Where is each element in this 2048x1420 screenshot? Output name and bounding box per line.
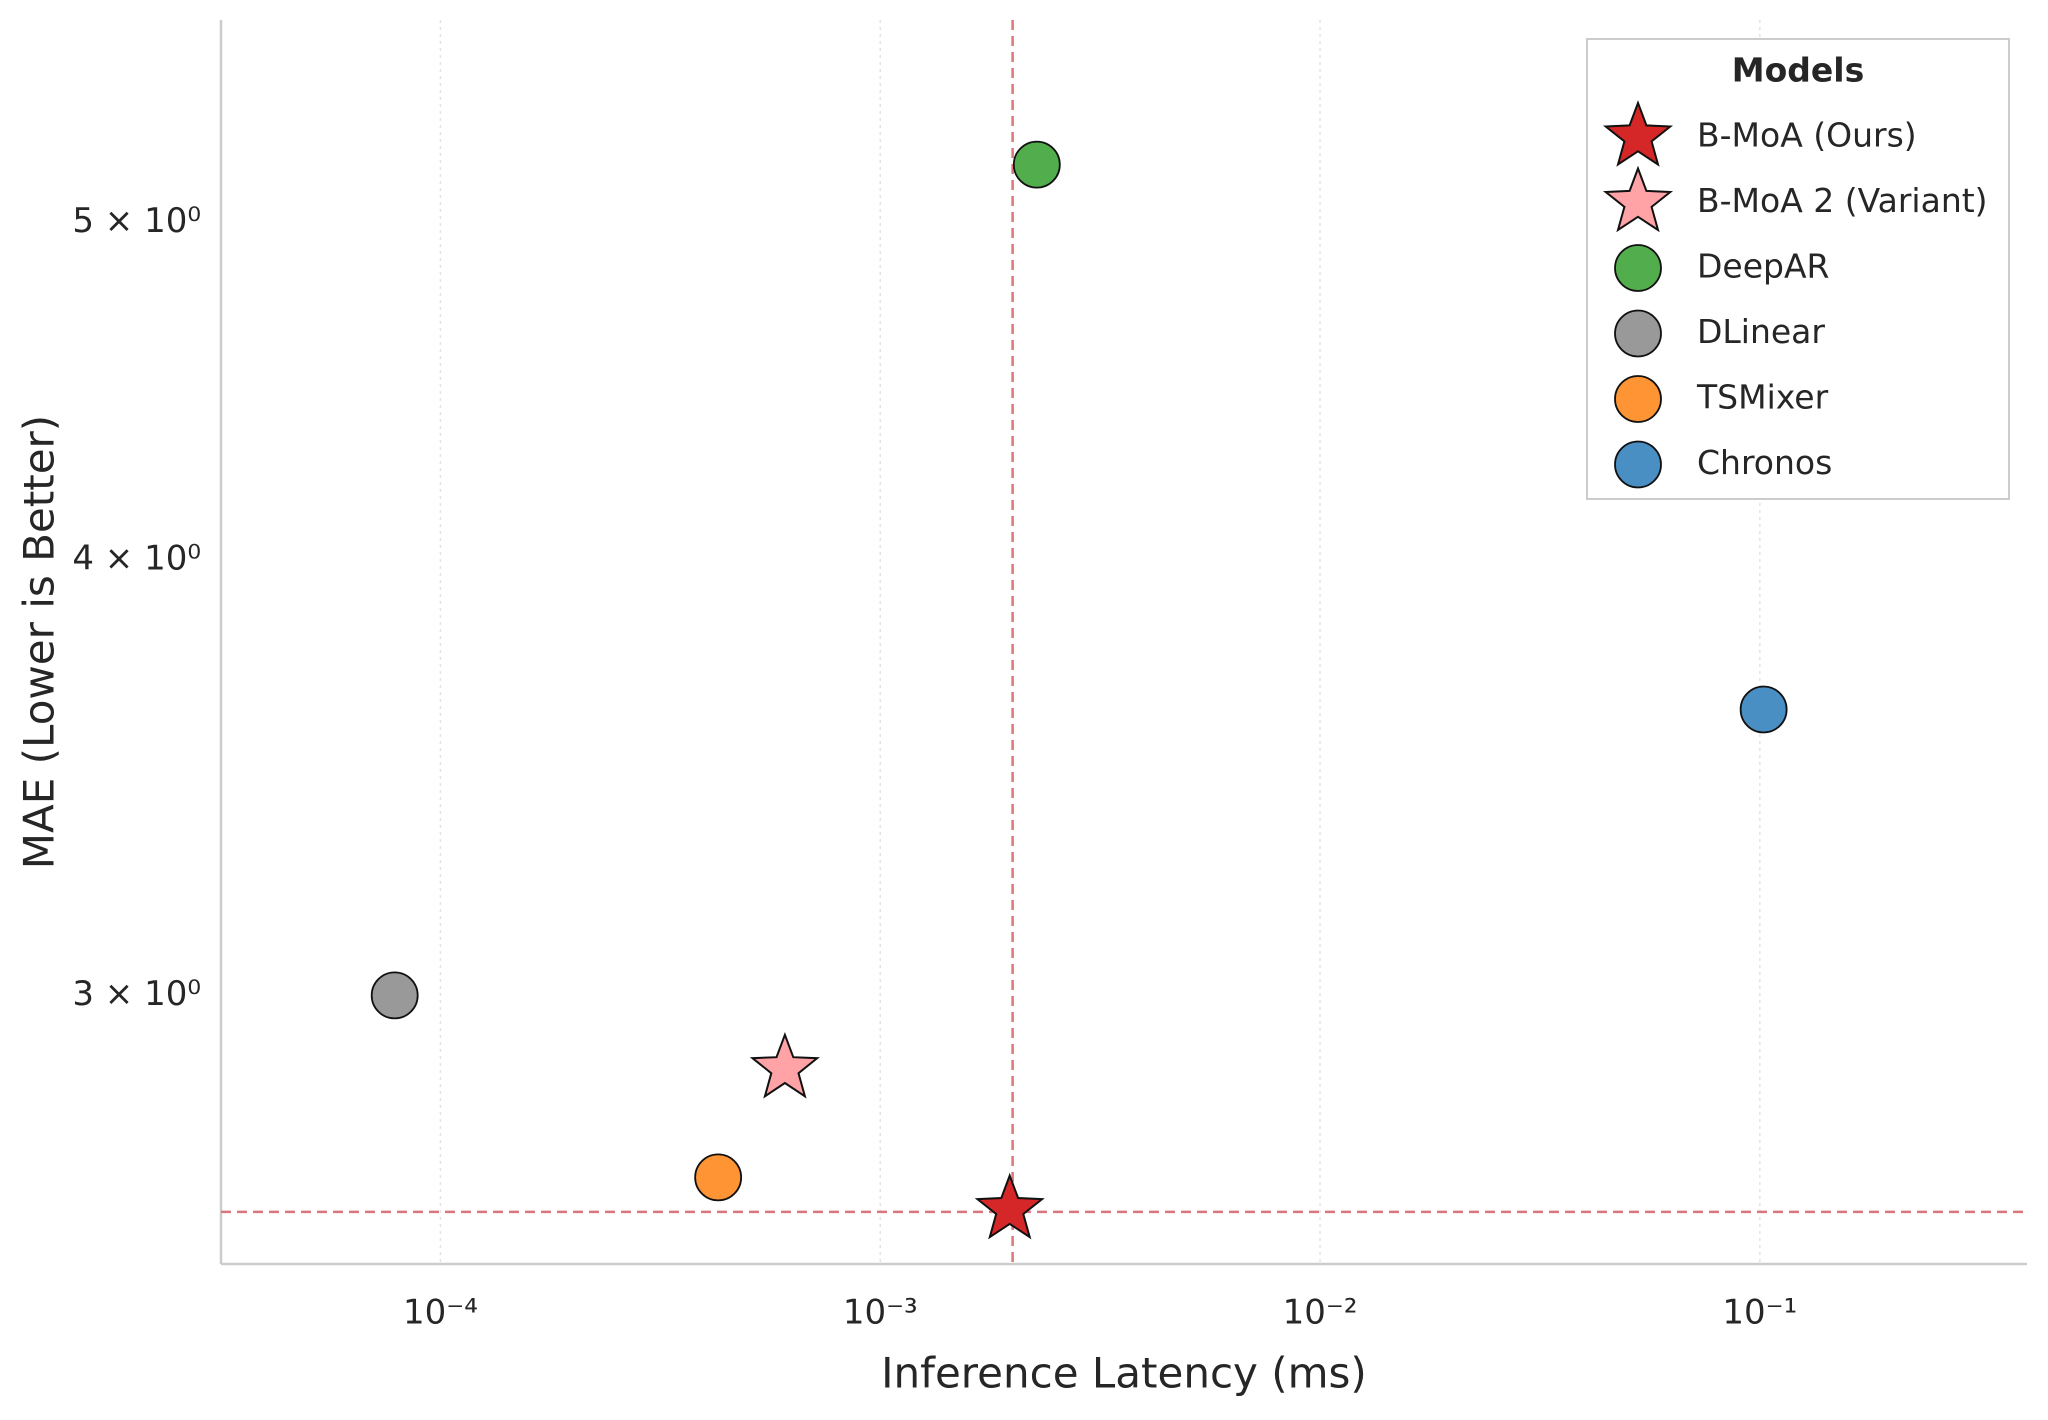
legend-label: TSMixer xyxy=(1696,378,1829,417)
x-tick-label: 10⁻⁴ xyxy=(403,1293,478,1333)
legend-label: B-MoA (Ours) xyxy=(1697,116,1917,155)
x-tick-label: 10⁻² xyxy=(1283,1293,1358,1333)
star-marker xyxy=(974,1172,1045,1240)
legend-label: DeepAR xyxy=(1697,247,1829,286)
circle-marker xyxy=(1614,309,1662,358)
circle-marker xyxy=(1012,140,1061,189)
y-axis-label: MAE (Lower is Better) xyxy=(15,415,64,869)
legend-label: Chronos xyxy=(1697,443,1832,482)
legend-title: Models xyxy=(1732,51,1864,90)
x-axis-label: Inference Latency (ms) xyxy=(881,1349,1367,1398)
legend-box xyxy=(1586,38,2010,500)
y-tick-label: 5 × 10⁰ xyxy=(72,201,201,241)
star-marker xyxy=(1602,165,1674,233)
circle-marker xyxy=(1614,244,1662,292)
star-marker xyxy=(749,1031,820,1099)
x-tick-label: 10⁻³ xyxy=(843,1293,918,1333)
legend-label: DLinear xyxy=(1697,312,1825,351)
y-tick-label: 3 × 10⁰ xyxy=(72,974,201,1014)
circle-marker xyxy=(1614,375,1662,423)
star-marker xyxy=(1602,100,1674,167)
x-tick-label: 10⁻¹ xyxy=(1722,1293,1797,1333)
circle-marker xyxy=(694,1153,743,1202)
circle-marker xyxy=(1614,440,1662,489)
circle-marker xyxy=(370,971,419,1020)
legend-label: B-MoA 2 (Variant) xyxy=(1697,181,1988,220)
y-tick-label: 4 × 10⁰ xyxy=(72,539,201,579)
circle-marker xyxy=(1739,685,1788,734)
